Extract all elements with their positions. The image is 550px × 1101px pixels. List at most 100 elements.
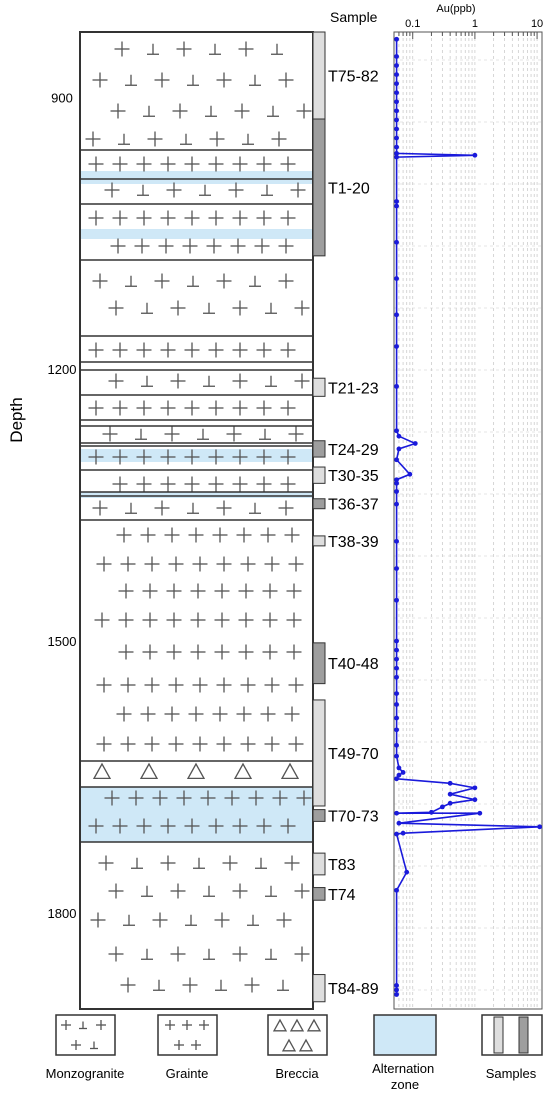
granite-symbol <box>168 736 184 752</box>
lithology-symbols <box>85 41 312 993</box>
granite-symbol <box>160 342 176 358</box>
legend-samples-light-bar <box>493 1016 504 1054</box>
monzogranite-symbol <box>259 428 271 440</box>
granite-symbol <box>288 677 304 693</box>
au-point <box>394 144 399 150</box>
granite-symbol <box>280 210 296 226</box>
au-point <box>394 480 399 486</box>
granite-symbol <box>110 238 126 254</box>
monzogranite-symbol <box>265 885 277 897</box>
legend-alteration-swatch <box>373 1014 437 1056</box>
granite-symbol <box>236 527 252 543</box>
granite-symbol <box>98 855 114 871</box>
granite-symbol <box>164 426 180 442</box>
monzogranite-symbol <box>209 43 221 55</box>
legend-samples: Samples <box>481 1014 543 1081</box>
sample-label-T75-82: T75-82 <box>328 69 379 86</box>
granite-symbol <box>256 476 272 492</box>
granite-symbol <box>288 426 304 442</box>
granite-symbol <box>238 644 254 660</box>
sample-label-T49-70: T49-70 <box>328 746 379 763</box>
au-point <box>407 471 413 477</box>
monzogranite-symbol <box>147 43 159 55</box>
granite-symbol <box>154 72 170 88</box>
granite-symbol <box>216 556 232 572</box>
monzogranite-symbol <box>249 502 261 514</box>
granite-symbol <box>182 977 198 993</box>
granite-symbol <box>116 527 132 543</box>
legend-granite-label: Grainte <box>166 1066 209 1081</box>
legend-monzogranite-symbols <box>61 1020 106 1050</box>
sample-label-T24-29: T24-29 <box>328 442 379 459</box>
granite-symbol <box>170 883 186 899</box>
granite-symbol <box>271 131 287 147</box>
granite-symbol <box>184 342 200 358</box>
granite-symbol <box>136 342 152 358</box>
monzogranite-symbol <box>143 105 155 117</box>
au-point <box>394 566 399 571</box>
au-point <box>396 446 402 452</box>
granite-symbol <box>278 238 294 254</box>
monzogranite-symbol <box>90 1041 98 1050</box>
monzogranite-symbol <box>277 979 289 991</box>
granite-symbol <box>174 1040 184 1050</box>
granite-symbol <box>232 818 248 834</box>
lithology-frame <box>79 31 314 1010</box>
au-point <box>394 674 399 680</box>
granite-symbol <box>120 977 136 993</box>
sample-bar-T49-70 <box>312 699 326 807</box>
granite-symbol <box>166 583 182 599</box>
alteration-zone <box>81 492 312 498</box>
granite-symbol <box>88 449 104 465</box>
granite-symbol <box>244 977 260 993</box>
au-point <box>394 887 399 893</box>
granite-symbol <box>96 556 112 572</box>
granite-symbol <box>216 500 232 516</box>
granite-symbol <box>192 736 208 752</box>
monzogranite-symbol <box>265 375 277 387</box>
au-point <box>394 992 399 997</box>
granite-symbol <box>118 583 134 599</box>
granite-symbol <box>114 41 130 57</box>
granite-symbol <box>284 855 300 871</box>
granite-symbol <box>160 156 176 172</box>
au-point <box>394 489 399 494</box>
granite-symbol <box>140 706 156 722</box>
sample-label-T40-48: T40-48 <box>328 656 379 673</box>
granite-symbol <box>280 342 296 358</box>
sample-labels: T75-82 T1-20 T21-23 T24-29 T30-35 T36-37 T38-3… <box>328 69 379 999</box>
alteration-zone <box>81 229 312 239</box>
monzogranite-symbol <box>242 133 254 145</box>
granite-symbol <box>184 476 200 492</box>
monzogranite-symbol <box>137 184 149 196</box>
breccia-symbol <box>298 1038 314 1052</box>
granite-symbol <box>262 583 278 599</box>
granite-symbol <box>234 103 250 119</box>
granite-symbol <box>168 556 184 572</box>
granite-symbol <box>184 818 200 834</box>
granite-symbol <box>288 556 304 572</box>
granite-symbol <box>216 273 232 289</box>
granite-symbol <box>136 818 152 834</box>
granite-symbol <box>294 300 310 316</box>
granite-symbol <box>164 527 180 543</box>
monzogranite-symbol <box>199 184 211 196</box>
granite-symbol <box>278 72 294 88</box>
legend-monzogranite: Monzogranite <box>46 1014 124 1081</box>
granite-symbol <box>112 449 128 465</box>
granite-symbol <box>176 790 192 806</box>
granite-symbol <box>226 426 242 442</box>
sample-bar-T75-82 <box>312 31 326 120</box>
sample-bar-T21-23 <box>312 377 326 397</box>
granite-symbol <box>184 449 200 465</box>
monzogranite-symbol <box>187 74 199 86</box>
au-point <box>447 800 453 806</box>
lithology-column <box>79 31 314 1010</box>
legend-alteration-label: Alternation zone <box>372 1061 438 1092</box>
granite-symbol <box>260 527 276 543</box>
granite-symbol <box>264 677 280 693</box>
granite-symbol <box>144 677 160 693</box>
granite-symbol <box>212 527 228 543</box>
granite-symbol <box>85 131 101 147</box>
